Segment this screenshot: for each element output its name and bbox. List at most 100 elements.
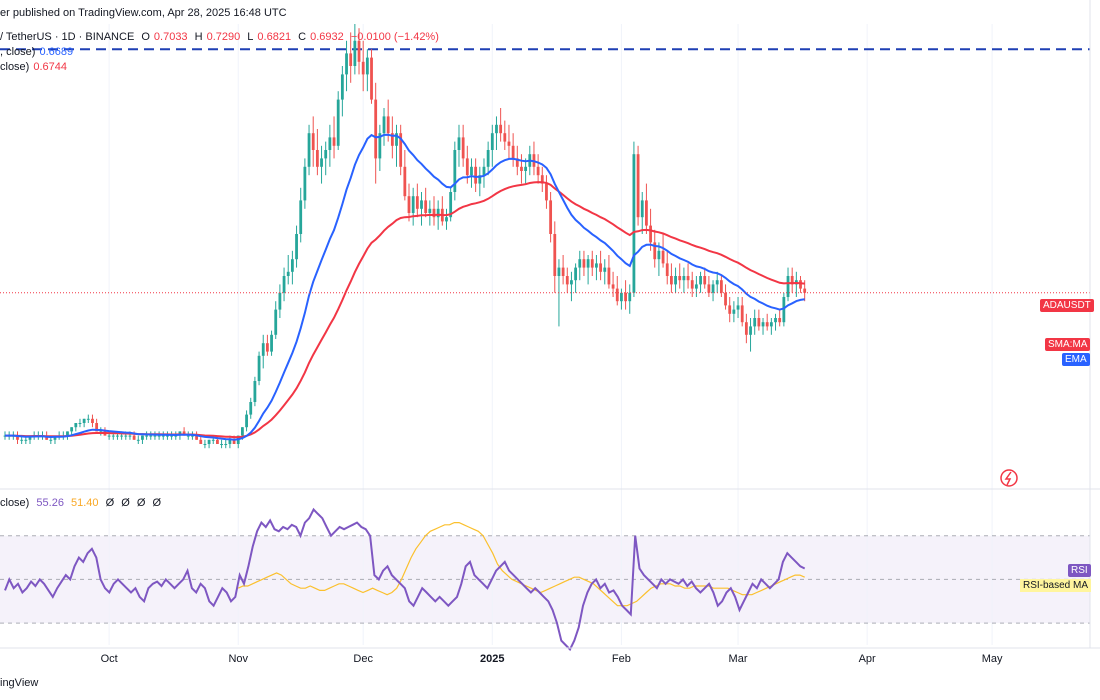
candle-body-157: [657, 250, 661, 260]
published-text: er published on TradingView.com, Apr 28,…: [0, 7, 287, 19]
candle-body-41: [174, 435, 178, 437]
candle-body-97: [407, 196, 411, 213]
x-tick-mar: Mar: [728, 653, 748, 665]
symbol-title: / TetherUS · 1D · BINANCE: [0, 31, 135, 43]
candle-body-167: [699, 276, 702, 285]
ema-legend-value: 0.6689: [39, 46, 74, 58]
candle-body-89: [374, 99, 378, 159]
candle-body-94: [395, 133, 398, 146]
candle-body-140: [586, 259, 590, 268]
x-tick-feb: Feb: [611, 653, 631, 665]
candle-body-38: [161, 435, 165, 437]
candle-body-20: [86, 418, 90, 420]
candle-body-179: [749, 326, 752, 335]
candle-body-118: [495, 124, 498, 134]
rsi-ma-legend-value: 51.40: [71, 497, 99, 509]
candle-body-162: [678, 276, 682, 281]
candle-body-46: [195, 435, 198, 440]
candle-body-37: [157, 435, 161, 437]
x-tick-nov: Nov: [228, 653, 249, 665]
candles: [3, 24, 807, 449]
candle-body-52: [220, 444, 223, 445]
candle-body-96: [403, 166, 407, 197]
sma-legend-label: close): [0, 61, 30, 73]
candle-body-145: [607, 267, 611, 285]
ohlc-line: / TetherUS · 1D · BINANCE O 0.7033 H 0.729…: [0, 31, 443, 43]
candle-body-26: [111, 435, 115, 437]
candle-body-133: [557, 267, 561, 276]
candle-body-169: [707, 284, 711, 293]
candle-body-170: [711, 284, 715, 293]
candle-body-93: [390, 133, 394, 146]
candle-body-61: [257, 355, 261, 381]
lightning-icon[interactable]: [1000, 469, 1018, 487]
rsi-extra-1: Ø: [105, 497, 115, 509]
candle-body-90: [378, 133, 382, 159]
candle-body-153: [640, 200, 644, 218]
candle-body-81: [340, 74, 344, 100]
candle-body-125: [524, 166, 528, 171]
candle-body-138: [578, 259, 582, 268]
candle-body-154: [645, 200, 648, 226]
candle-body-30: [128, 435, 132, 437]
candle-body-104: [436, 208, 440, 218]
close-label: C: [298, 31, 307, 43]
candle-body-83: [349, 53, 353, 66]
candle-body-139: [582, 259, 586, 268]
candle-body-71: [299, 200, 303, 234]
candle-body-55: [232, 439, 236, 444]
rsi-legend[interactable]: close) 55.26 51.40 Ø Ø Ø Ø: [0, 497, 165, 509]
candle-body-85: [357, 40, 361, 62]
candle-body-70: [295, 234, 298, 260]
candle-body-51: [216, 439, 219, 444]
candle-body-33: [141, 435, 144, 440]
candle-body-168: [703, 276, 707, 285]
ema-line: [5, 133, 805, 441]
open-label: O: [141, 31, 150, 43]
symbol-price-badge: ADAUSDT: [1040, 299, 1094, 312]
candle-body-146: [611, 284, 615, 289]
candle-body-102: [428, 208, 432, 213]
candle-body-39: [166, 435, 169, 437]
ema-legend[interactable]: , close) 0.6689: [0, 46, 77, 58]
candle-body-91: [382, 116, 386, 134]
candle-body-45: [191, 435, 194, 437]
candle-body-87: [365, 57, 369, 75]
candle-body-163: [682, 276, 686, 281]
candle-body-147: [615, 288, 619, 302]
candle-body-150: [628, 292, 632, 302]
rsi-levels: [0, 535, 1090, 624]
candle-body-47: [199, 439, 203, 444]
candle-body-22: [95, 423, 99, 432]
candle-body-101: [424, 200, 428, 213]
candle-body-16: [70, 427, 74, 432]
candle-body-53: [224, 444, 228, 445]
candle-body-28: [120, 435, 124, 437]
candle-body-100: [420, 200, 423, 209]
candle-body-32: [136, 439, 140, 441]
candle-body-122: [511, 145, 515, 159]
candle-body-5: [24, 439, 28, 441]
candle-body-19: [82, 418, 86, 423]
sma-legend[interactable]: close) 0.6744: [0, 61, 71, 73]
candle-body-107: [449, 192, 453, 218]
x-tick-oct: Oct: [100, 653, 118, 665]
candle-body-164: [686, 276, 690, 281]
candle-body-113: [474, 166, 478, 184]
candle-body-67: [282, 276, 286, 293]
candle-body-34: [145, 435, 149, 437]
candle-body-184: [769, 322, 773, 327]
candle-body-161: [674, 276, 677, 285]
candle-body-35: [149, 435, 153, 437]
change-value: −0.0100 (−1.42%): [350, 31, 439, 43]
candle-body-88: [370, 57, 373, 100]
candle-body-3: [16, 435, 19, 440]
candle-body-187: [782, 297, 786, 323]
candle-body-48: [203, 444, 207, 445]
candle-body-108: [453, 150, 457, 192]
candle-body-160: [670, 276, 673, 285]
candle-body-149: [624, 292, 627, 302]
rsi-legend-value: 55.26: [36, 497, 64, 509]
candle-body-99: [415, 196, 419, 209]
